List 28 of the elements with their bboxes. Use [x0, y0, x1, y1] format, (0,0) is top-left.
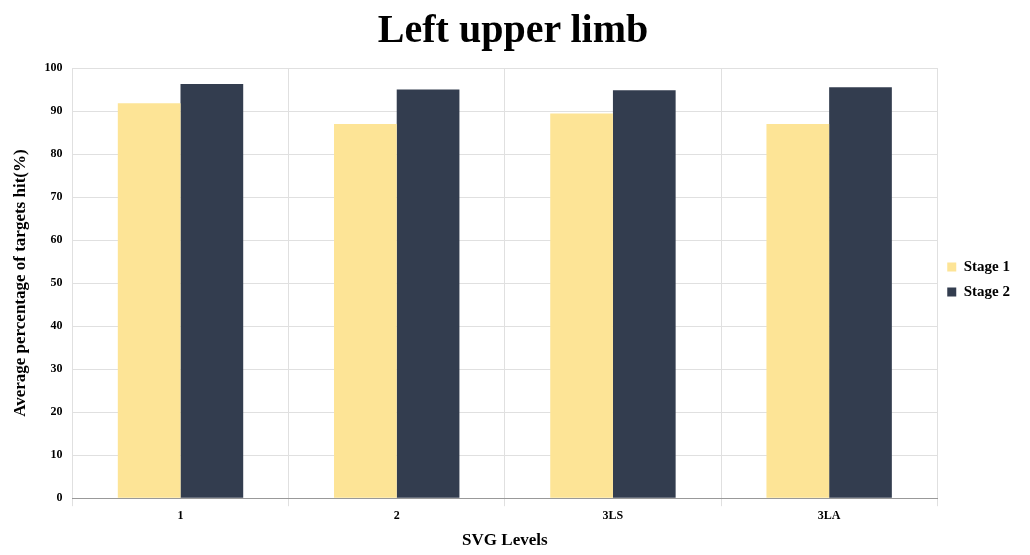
bar [396, 89, 460, 498]
y-tick-label: 30 [50, 361, 63, 376]
y-tick-label: 0 [56, 490, 63, 505]
y-tick-label: 80 [50, 146, 63, 161]
y-tick-label: 20 [50, 404, 63, 419]
bar [829, 87, 892, 498]
y-tick-label: 100 [44, 60, 63, 75]
bar [334, 123, 397, 498]
y-tick-label: 10 [50, 447, 63, 462]
y-tick-label: 60 [50, 232, 63, 247]
x-tick-label: 1 [177, 508, 184, 523]
x-tick-label: 3LA [817, 508, 841, 523]
y-tick-label: 40 [50, 318, 63, 333]
bar [550, 113, 613, 498]
chart-title: Left upper limb [377, 6, 649, 52]
bar [117, 103, 181, 498]
y-axis-title: Average percentage of targets hit(%) [9, 149, 29, 417]
legend-label: Stage 1 [963, 257, 1010, 274]
x-tick-label: 3LS [602, 508, 624, 523]
legend-label: Stage 2 [963, 282, 1010, 299]
y-tick-label: 90 [50, 103, 63, 118]
x-tick-label: 2 [393, 508, 400, 523]
y-tick-label: 70 [50, 189, 63, 204]
x-axis-title: SVG Levels [462, 530, 548, 550]
bar [612, 90, 676, 498]
y-tick-label: 50 [50, 275, 63, 290]
bar [180, 83, 244, 498]
bar [766, 123, 830, 498]
